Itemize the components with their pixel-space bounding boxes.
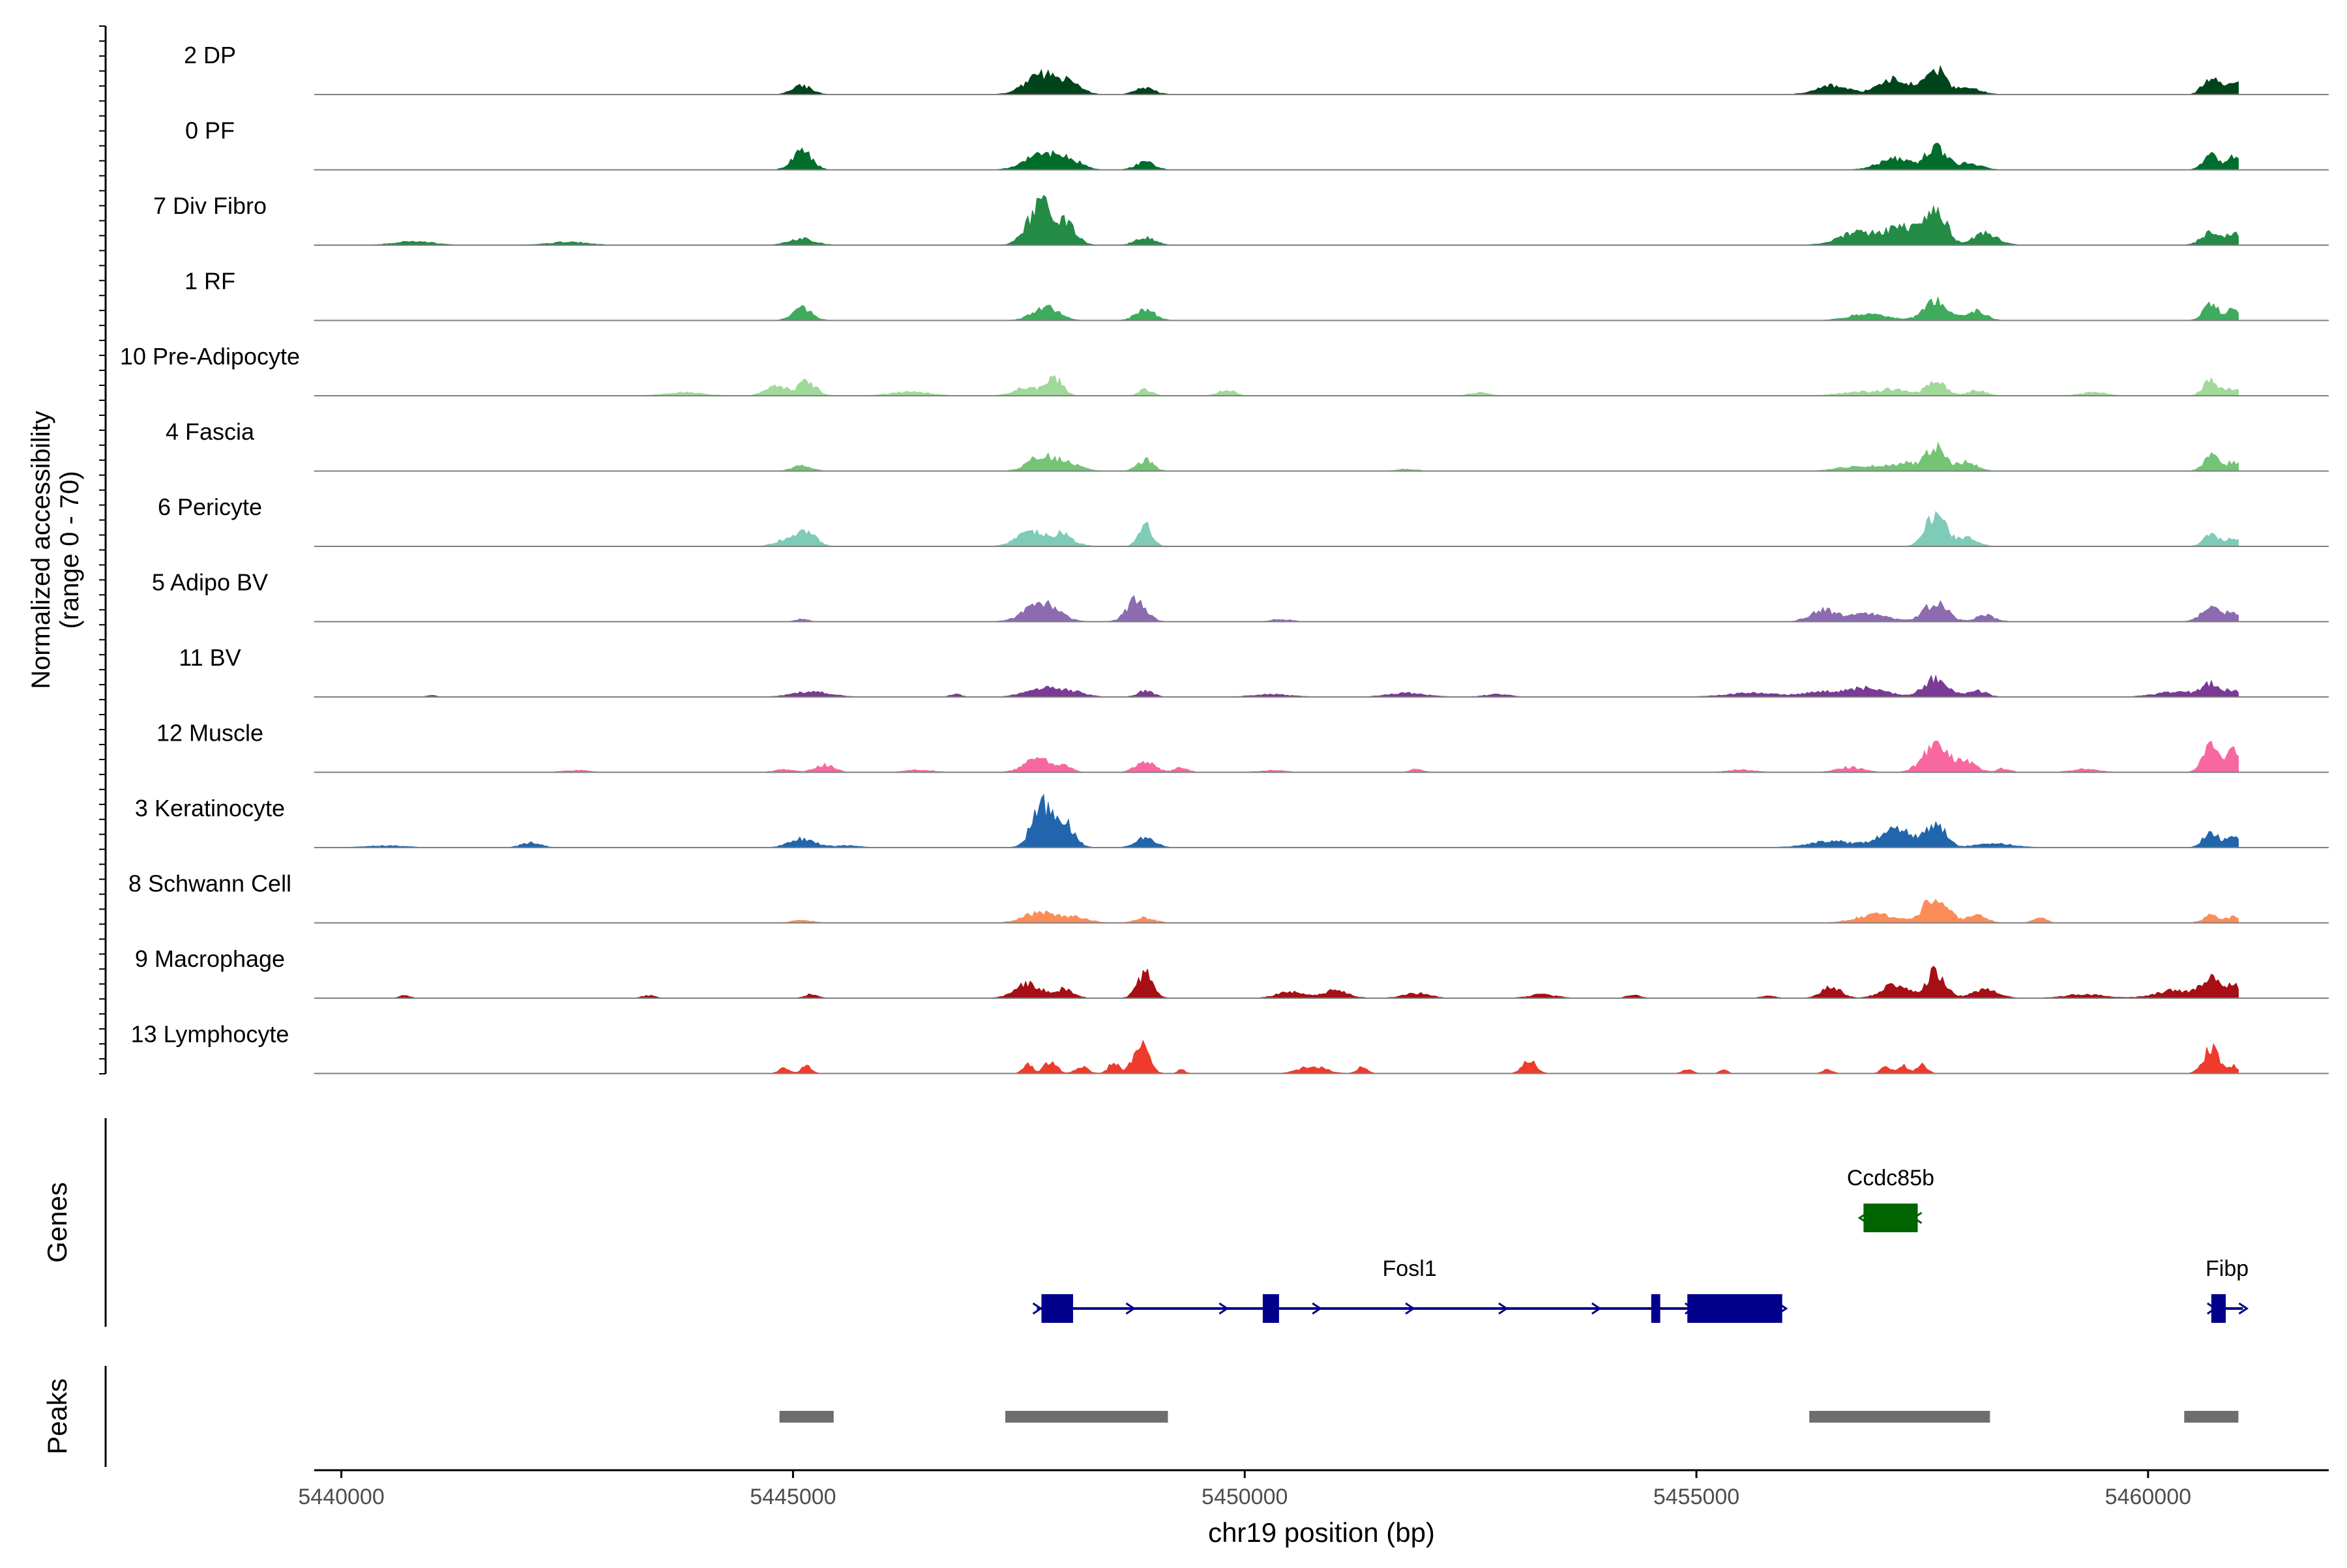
gene-exon bbox=[2211, 1294, 2226, 1323]
peak-region bbox=[2184, 1411, 2239, 1423]
coverage-area bbox=[314, 595, 2239, 623]
y-axis-label: Normalized accessibility bbox=[27, 411, 55, 689]
track-label: 1 RF bbox=[185, 268, 235, 295]
coverage-area bbox=[314, 143, 2239, 171]
x-tick-label: 5445000 bbox=[750, 1485, 836, 1509]
track-label: 10 Pre-Adipocyte bbox=[120, 343, 300, 370]
track-label: 12 Muscle bbox=[156, 720, 263, 747]
y-axis-label-range: (range 0 - 70) bbox=[55, 471, 84, 629]
track-label: 0 PF bbox=[185, 117, 235, 144]
x-axis-label: chr19 position (bp) bbox=[1208, 1517, 1435, 1548]
gene-strand-arrow bbox=[1312, 1302, 1322, 1315]
gene-label: Fibp bbox=[2206, 1256, 2249, 1281]
coverage-area bbox=[314, 375, 2239, 396]
x-tick-label: 5460000 bbox=[2105, 1485, 2191, 1509]
coverage-area bbox=[314, 674, 2239, 698]
gene-strand-arrow bbox=[1405, 1302, 1415, 1315]
gene-strand-arrow bbox=[1218, 1302, 1230, 1315]
gene-strand-arrow bbox=[1498, 1302, 1509, 1315]
x-tick-label: 5440000 bbox=[298, 1485, 384, 1509]
gene-label: Fosl1 bbox=[1383, 1256, 1437, 1281]
track-label: 9 Macrophage bbox=[135, 945, 285, 972]
gene-exon bbox=[1041, 1294, 1073, 1323]
gene-exon bbox=[1651, 1294, 1661, 1323]
track-label: 11 BV bbox=[179, 644, 241, 671]
track-label: 2 DP bbox=[184, 42, 236, 68]
peak-region bbox=[1005, 1411, 1168, 1423]
gene-strand-arrow bbox=[1125, 1302, 1136, 1315]
track-label: 8 Schwann Cell bbox=[128, 870, 291, 897]
coverage-area bbox=[314, 793, 2239, 848]
coverage-area bbox=[314, 441, 2239, 472]
track-label: 7 Div Fibro bbox=[153, 192, 267, 219]
coverage-area bbox=[314, 297, 2239, 321]
coverage-area bbox=[314, 966, 2239, 999]
track-label: 4 Fascia bbox=[166, 419, 255, 445]
gene-exon bbox=[1262, 1294, 1279, 1323]
gene-strand-arrow bbox=[2238, 1302, 2249, 1315]
genes-panel-label: Genes bbox=[42, 1182, 72, 1263]
coverage-area bbox=[314, 898, 2239, 924]
gene-exon bbox=[1687, 1294, 1782, 1323]
gene-strand-arrow bbox=[1591, 1302, 1602, 1315]
gene-strand-arrow bbox=[1032, 1302, 1043, 1315]
peak-region bbox=[779, 1411, 834, 1423]
x-tick-label: 5455000 bbox=[1653, 1485, 1739, 1509]
peak-region bbox=[1809, 1411, 1990, 1423]
coverage-area bbox=[314, 510, 2239, 547]
coverage-area bbox=[314, 65, 2239, 95]
x-tick-label: 5450000 bbox=[1202, 1485, 1288, 1509]
track-label: 3 Keratinocyte bbox=[135, 795, 285, 821]
gene-exon bbox=[1863, 1204, 1918, 1232]
coverage-area bbox=[314, 1039, 2239, 1074]
track-label: 6 Pericyte bbox=[158, 494, 262, 520]
track-label: 5 Adipo BV bbox=[152, 569, 268, 596]
gene-label: Ccdc85b bbox=[1847, 1166, 1934, 1191]
coverage-area bbox=[314, 194, 2239, 246]
coverage-area bbox=[314, 740, 2239, 773]
peaks-panel-label: Peaks bbox=[42, 1378, 72, 1455]
track-label: 13 Lymphocyte bbox=[131, 1021, 289, 1048]
